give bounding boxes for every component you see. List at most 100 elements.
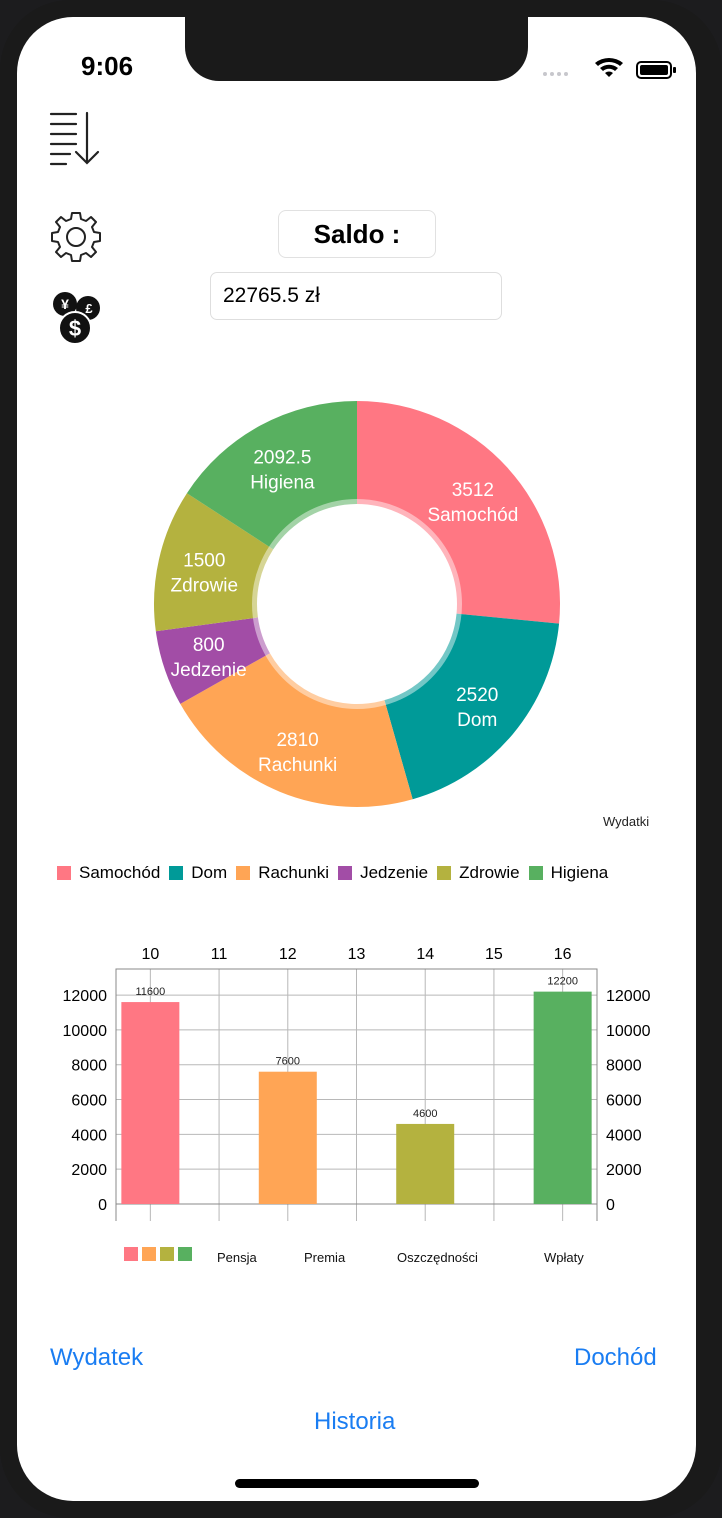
legend-item-0: Samochód (57, 863, 160, 883)
donut-slice-3 (155, 617, 270, 704)
legend-item-4: Zdrowie (437, 863, 520, 883)
bar-legend-swatch-0 (124, 1247, 138, 1261)
y-tick-label-left: 10000 (63, 1023, 108, 1040)
donut-slice-1 (384, 613, 560, 800)
donut-value-label-4: 1500 (183, 551, 225, 572)
y-tick-label-right: 2000 (606, 1162, 642, 1179)
y-tick-label-right: 10000 (606, 1023, 651, 1040)
donut-value-label-3: 800 (193, 635, 225, 656)
bar-chart-grid (115, 968, 598, 1221)
balance-label: Saldo : (278, 210, 436, 258)
donut-caption: Wydatki (603, 814, 650, 829)
home-indicator (235, 1479, 479, 1488)
bar-value-label-1: 7600 (276, 1056, 300, 1068)
legend-label: Jedzenie (360, 863, 429, 882)
status-icons (543, 57, 676, 79)
x-tick-label: 11 (211, 946, 228, 963)
donut-category-label-4: Zdrowie (171, 576, 239, 597)
bar-value-label-3: 12200 (547, 976, 578, 988)
bar-legend-swatch-3 (178, 1247, 192, 1261)
y-tick-label-left: 4000 (71, 1127, 107, 1144)
y-tick-label-left: 6000 (71, 1093, 107, 1110)
donut-legend: Samochód Dom Rachunki Jedzenie Zdrowie Higien… (57, 863, 617, 883)
legend-item-3: Jedzenie (338, 863, 428, 883)
svg-text:$: $ (69, 316, 81, 341)
y-tick-label-left: 2000 (71, 1162, 107, 1179)
currency-exchange-icon[interactable]: ¥ £ $ (50, 290, 104, 346)
bar-legend-swatch-1 (142, 1247, 156, 1261)
income-button[interactable]: Dochód (574, 1344, 657, 1371)
x-tick-label: 13 (348, 946, 366, 963)
legend-item-5: Higiena (528, 863, 609, 883)
legend-item-1: Dom (169, 863, 227, 883)
bar-0 (121, 1002, 180, 1204)
legend-label: Dom (191, 863, 228, 882)
y-tick-label-right: 6000 (606, 1093, 642, 1110)
donut-slice-2 (180, 653, 413, 807)
x-tick-label: 12 (279, 946, 297, 963)
legend-swatch (57, 866, 71, 880)
expenses-donut-chart: 3512 Samochód 2520 Dom 2810 Rachunki 800 Jedzen… (154, 401, 560, 807)
donut-inner-ring (252, 499, 462, 709)
donut-hole (264, 511, 450, 697)
category-label-premia: Premia (304, 1250, 346, 1265)
balance-value: 22765.5 zł (210, 272, 502, 320)
y-tick-label-left: 8000 (71, 1058, 107, 1075)
bar-value-label-2: 4600 (413, 1108, 437, 1120)
y-tick-label-left: 0 (98, 1197, 107, 1214)
donut-value-label-5: 2092.5 (253, 447, 311, 468)
donut-slice-0 (357, 401, 560, 624)
legend-item-2: Rachunki (236, 863, 329, 883)
y-tick-label-right: 4000 (606, 1127, 642, 1144)
y-tick-label-left: 12000 (63, 988, 108, 1005)
donut-category-label-3: Jedzenie (171, 660, 247, 681)
x-tick-label: 15 (485, 946, 503, 963)
income-bar-chart: 10 11 12 13 14 15 16 12000 12000 10000 10000 8000 80… (63, 946, 651, 1221)
x-tick-label: 14 (416, 946, 434, 963)
legend-label: Rachunki (258, 863, 330, 882)
bar-2 (396, 1123, 455, 1204)
bar-legend-swatches (124, 1247, 196, 1261)
signal-icon (543, 72, 568, 76)
donut-category-label-0: Samochód (427, 505, 518, 526)
gear-icon[interactable] (49, 210, 103, 264)
y-tick-label-right: 0 (606, 1197, 615, 1214)
y-tick-label-right: 12000 (606, 988, 651, 1005)
category-label-pensja: Pensja (217, 1250, 257, 1265)
status-time: 9:06 (81, 51, 134, 81)
sort-list-icon[interactable] (48, 110, 104, 168)
svg-text:¥: ¥ (61, 296, 69, 312)
expense-button[interactable]: Wydatek (50, 1344, 144, 1371)
legend-swatch (528, 866, 543, 880)
legend-swatch (338, 866, 353, 880)
x-tick-label: 10 (141, 946, 159, 963)
legend-swatch (236, 866, 251, 880)
category-label-oszczednosci: Oszczędności (397, 1250, 478, 1265)
donut-slice-4 (154, 493, 274, 632)
x-tick-label: 16 (554, 946, 572, 963)
donut-value-label-2: 2810 (276, 730, 318, 751)
bar-value-label-0: 11600 (135, 986, 165, 998)
donut-value-label-0: 3512 (452, 480, 494, 501)
notch (185, 17, 528, 81)
donut-slice-5 (186, 401, 357, 550)
history-button[interactable]: Historia (314, 1408, 396, 1435)
donut-category-label-5: Higiena (250, 472, 315, 493)
wifi-icon (595, 57, 623, 77)
category-label-wplaty: Wpłaty (544, 1250, 584, 1265)
donut-category-label-1: Dom (457, 710, 497, 731)
legend-swatch (437, 866, 452, 880)
legend-label: Samochód (79, 863, 161, 882)
legend-label: Higiena (550, 863, 609, 882)
legend-label: Zdrowie (459, 863, 520, 882)
battery-icon (636, 61, 676, 79)
legend-swatch (169, 866, 184, 880)
app-screen: 9:06 (17, 17, 696, 1501)
donut-category-label-2: Rachunki (258, 755, 337, 776)
bar-legend-swatch-2 (160, 1247, 174, 1261)
bar-3 (533, 991, 592, 1204)
bar-1 (258, 1071, 317, 1204)
y-tick-label-right: 8000 (606, 1058, 642, 1075)
svg-text:£: £ (85, 301, 93, 316)
